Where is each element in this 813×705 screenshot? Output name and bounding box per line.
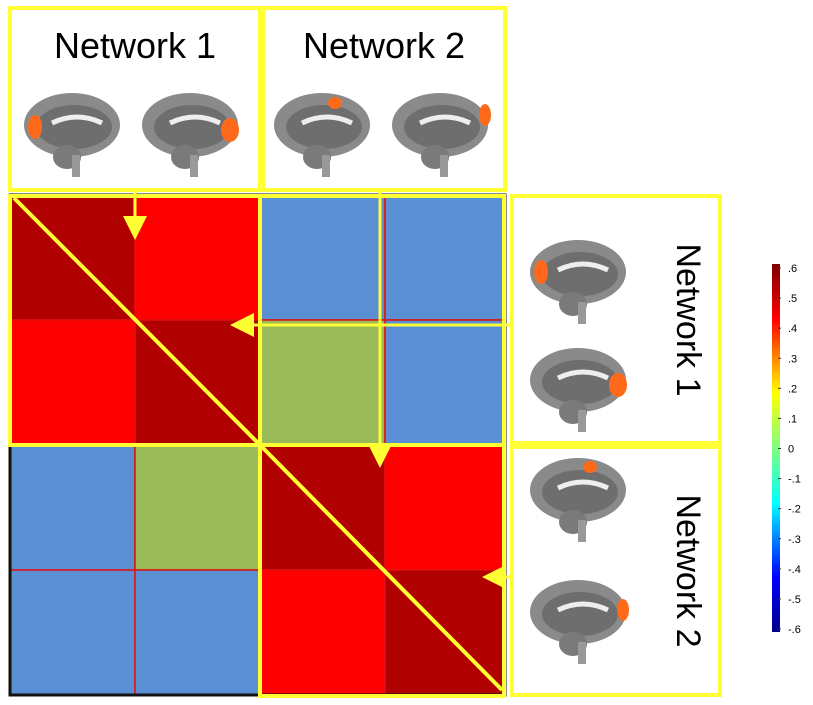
- colorbar-tick-label: 0: [788, 444, 794, 456]
- matrix-cell: [9, 569, 136, 696]
- colorbar-tick-label: .5: [788, 293, 797, 305]
- colorbar: [772, 264, 780, 632]
- header-label: Network 2: [303, 25, 465, 66]
- matrix-cell: [259, 569, 386, 696]
- matrix-cell: [384, 444, 506, 571]
- brain-images: [24, 93, 629, 664]
- matrix-cell: [259, 319, 386, 446]
- side-label: Network 2: [669, 494, 707, 647]
- colorbar-tick-label: .6: [788, 263, 797, 275]
- colorbar-tick-label: -.5: [788, 594, 801, 606]
- colorbar-ticks: .6 .5 .4 .3 .2 .1 0 -.1 -.2 -.3 -.4 -.5 -.6: [778, 263, 801, 636]
- colorbar-tick-label: .4: [788, 323, 797, 335]
- colorbar-tick-label: .3: [788, 353, 797, 365]
- colorbar-tick-label: -.2: [788, 504, 801, 516]
- matrix-cell: [9, 319, 136, 446]
- matrix-cell: [134, 194, 261, 321]
- header-label: Network 1: [54, 25, 216, 66]
- colorbar-tick-label: .2: [788, 383, 797, 395]
- colorbar-tick-label: -.6: [788, 624, 801, 636]
- matrix-cell: [134, 444, 261, 571]
- matrix-cell: [134, 569, 261, 696]
- arrows: [123, 192, 510, 589]
- colorbar-tick-label: .1: [788, 413, 797, 425]
- matrix-cell: [259, 194, 386, 321]
- matrix-cell: [384, 194, 506, 321]
- colorbar-tick-label: -.3: [788, 534, 801, 546]
- colorbar-tick-label: -.4: [788, 564, 801, 576]
- matrix-cell: [9, 444, 136, 571]
- colorbar-tick-label: -.1: [788, 474, 801, 486]
- side-label: Network 1: [669, 243, 707, 396]
- matrix-cell: [384, 319, 506, 446]
